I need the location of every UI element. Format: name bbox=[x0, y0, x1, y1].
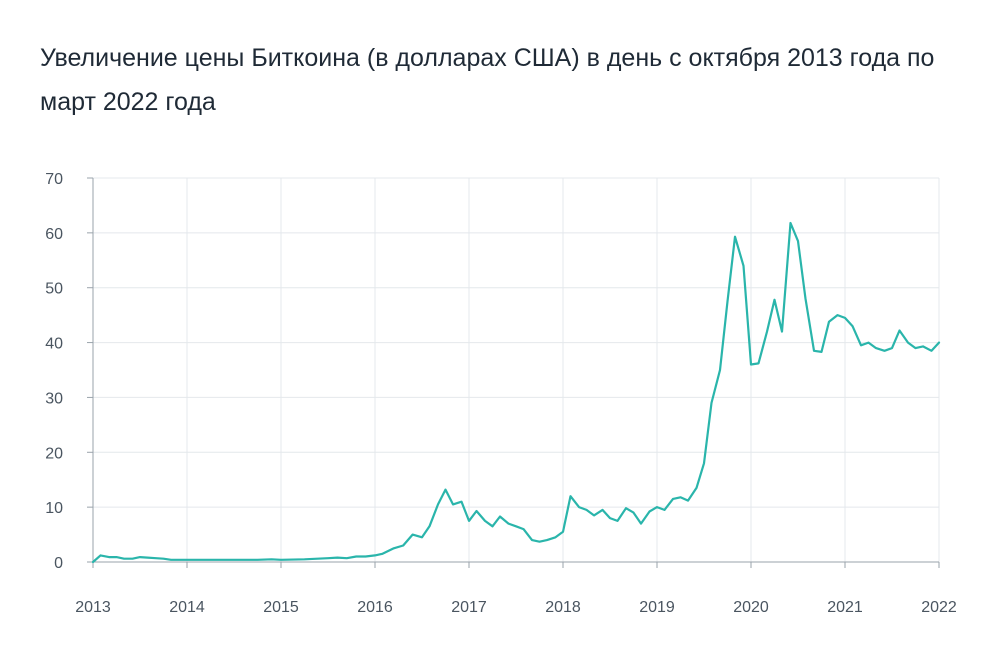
x-tick-label: 2013 bbox=[75, 599, 111, 616]
grid-lines bbox=[93, 177, 940, 562]
chart-title: Увеличение цены Биткоина (в долларах США… bbox=[40, 44, 935, 116]
x-tick-label: 2021 bbox=[827, 599, 863, 616]
y-tick-label: 40 bbox=[45, 336, 63, 353]
x-tick-label: 2020 bbox=[733, 599, 769, 616]
y-tick-label: 30 bbox=[45, 390, 63, 407]
x-axis-ticks: 2013 2014 2015 2016 2017 2018 2019 2020 2021 2022 bbox=[75, 562, 957, 616]
y-tick-label: 0 bbox=[54, 555, 63, 572]
x-tick-label: 2014 bbox=[169, 599, 205, 616]
x-tick-label: 2022 bbox=[921, 599, 957, 616]
y-tick-label: 10 bbox=[45, 500, 63, 517]
y-tick-label: 60 bbox=[45, 226, 63, 243]
x-tick-label: 2015 bbox=[263, 599, 299, 616]
y-axis-ticks: 0 10 20 30 40 50 60 70 bbox=[45, 171, 93, 572]
y-tick-label: 70 bbox=[45, 171, 63, 188]
x-tick-label: 2016 bbox=[357, 599, 393, 616]
x-tick-label: 2018 bbox=[545, 599, 581, 616]
x-tick-label: 2017 bbox=[451, 599, 487, 616]
axes bbox=[92, 178, 939, 563]
x-tick-label: 2019 bbox=[639, 599, 675, 616]
series-line bbox=[91, 221, 941, 564]
y-tick-label: 50 bbox=[45, 281, 63, 298]
y-tick-label: 20 bbox=[45, 445, 63, 462]
